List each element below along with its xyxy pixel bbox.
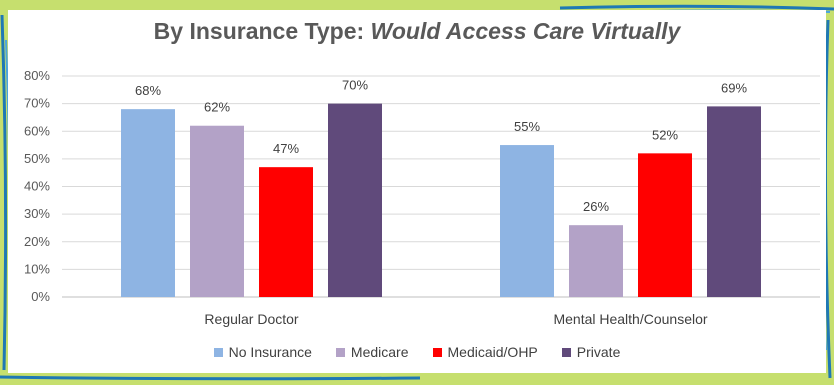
- bar: [328, 103, 382, 297]
- legend-item: Medicare: [335, 344, 409, 360]
- y-tick-label: 70%: [24, 96, 50, 111]
- legend-label: Private: [576, 344, 621, 360]
- legend-swatch: [561, 347, 571, 357]
- legend-item: No Insurance: [213, 344, 312, 360]
- chart-title-main: By Insurance Type:: [153, 18, 371, 44]
- data-label: 55%: [514, 119, 540, 134]
- data-label: 69%: [721, 80, 747, 95]
- x-axis-ticks: Regular Doctor Mental Health/Counselor: [204, 311, 707, 327]
- legend-label: Medicare: [350, 344, 409, 360]
- bar: [638, 153, 692, 297]
- bar: [569, 225, 623, 297]
- legend-item: Medicaid/OHP: [432, 344, 538, 360]
- bar: [259, 167, 313, 297]
- chart-title-emphasis: Would Access Care Virtually: [370, 18, 681, 44]
- x-tick-label: Regular Doctor: [204, 311, 298, 327]
- y-tick-label: 0%: [31, 289, 50, 304]
- bar: [500, 145, 554, 297]
- y-tick-label: 50%: [24, 151, 50, 166]
- data-labels: 68% 62% 47% 70% 55% 26% 52% 69%: [135, 78, 747, 215]
- y-tick-label: 20%: [24, 234, 50, 249]
- legend-label: Medicaid/OHP: [447, 344, 538, 360]
- bars: [121, 103, 761, 298]
- data-label: 52%: [652, 127, 678, 142]
- gridlines: [62, 75, 820, 298]
- legend: No Insurance Medicare Medicaid/OHP Private: [0, 344, 834, 360]
- y-tick-label: 60%: [24, 123, 50, 138]
- legend-swatch: [335, 347, 345, 357]
- data-label: 62%: [204, 100, 230, 115]
- bar: [121, 109, 175, 298]
- y-tick-label: 80%: [24, 68, 50, 83]
- bar: [190, 125, 244, 297]
- data-label: 26%: [583, 199, 609, 214]
- x-tick-label: Mental Health/Counselor: [553, 311, 707, 327]
- legend-label: No Insurance: [228, 344, 312, 360]
- y-tick-label: 40%: [24, 179, 50, 194]
- y-tick-label: 30%: [24, 206, 50, 221]
- y-axis-ticks: 0% 10% 20% 30% 40% 50% 60% 70% 80%: [24, 68, 50, 304]
- chart-title: By Insurance Type: Would Access Care Vir…: [0, 18, 834, 45]
- y-tick-label: 10%: [24, 261, 50, 276]
- legend-item: Private: [561, 344, 621, 360]
- data-label: 70%: [342, 78, 368, 93]
- bar: [707, 106, 761, 297]
- legend-swatch: [213, 347, 223, 357]
- data-label: 47%: [273, 141, 299, 156]
- data-label: 68%: [135, 83, 161, 98]
- legend-swatch: [432, 347, 442, 357]
